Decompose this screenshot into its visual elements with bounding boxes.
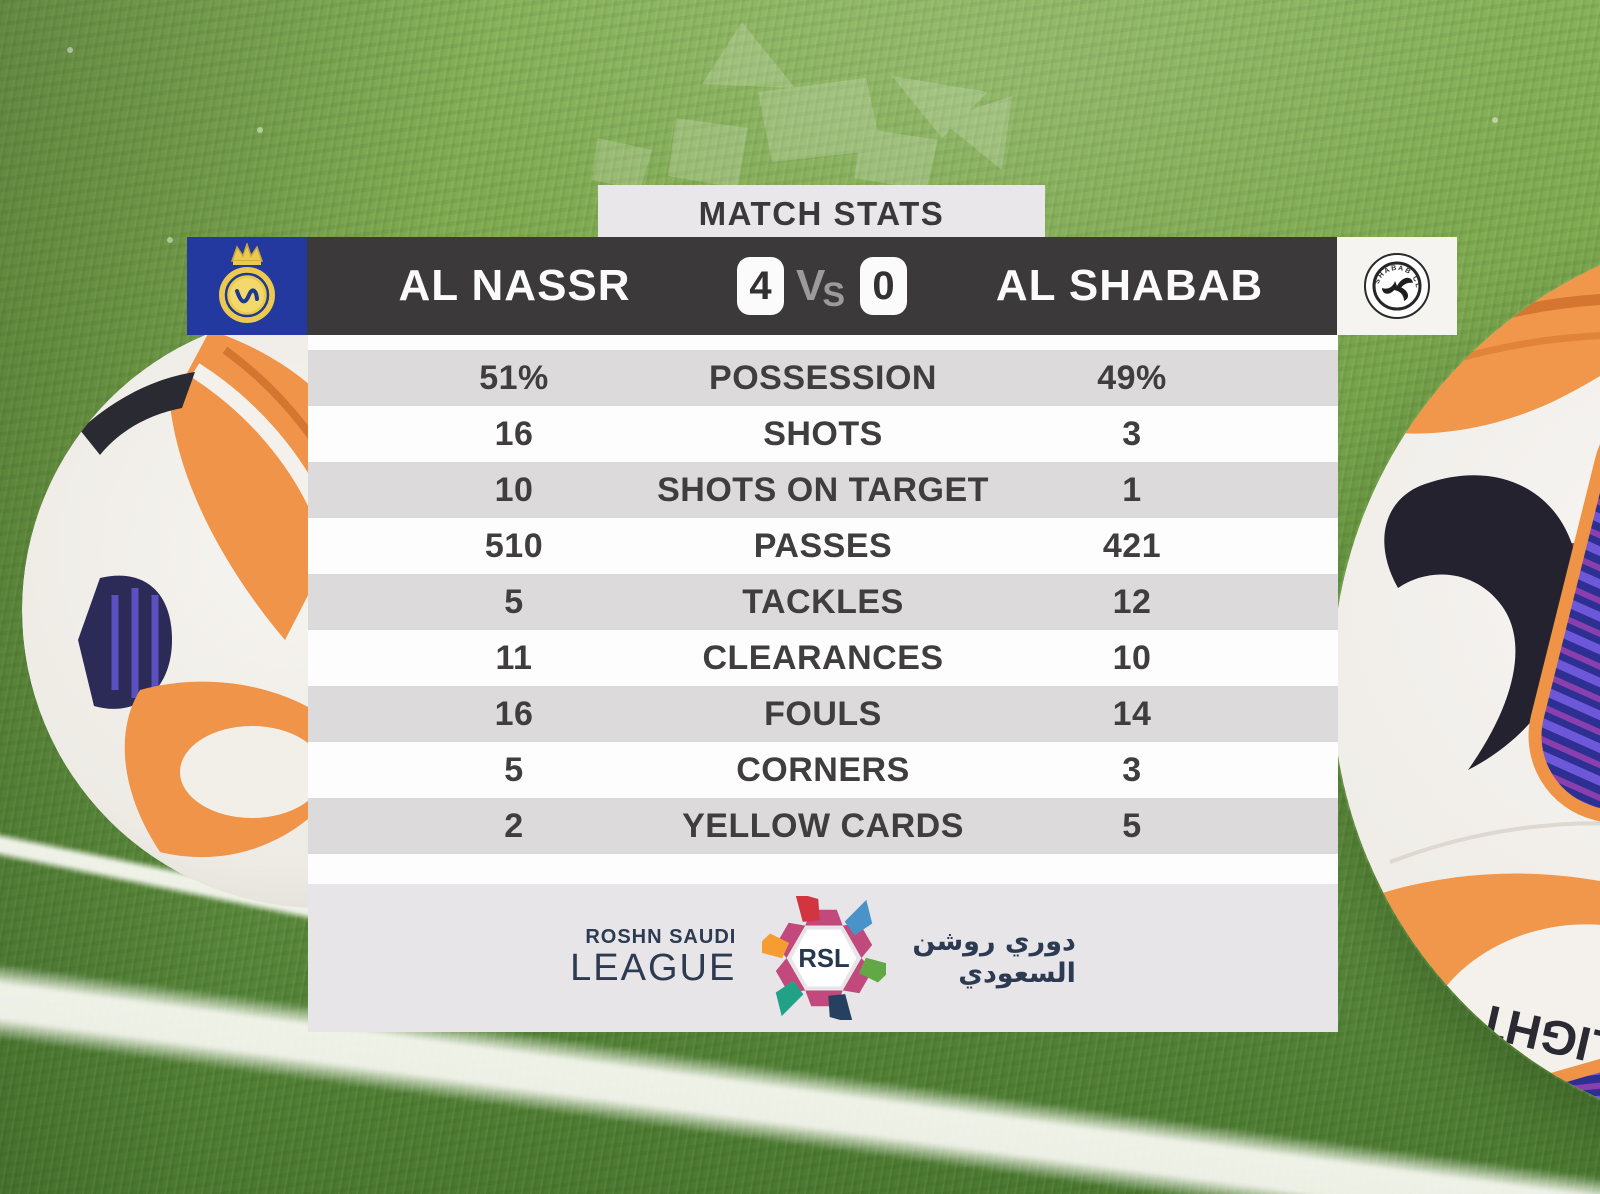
stat-row-shots: 16 SHOTS 3 [308,406,1338,462]
away-stat-value: 1 [1122,470,1142,509]
stat-label: POSSESSION [709,358,937,397]
stat-label: PASSES [753,526,893,565]
match-stats-title-bar: MATCH STATS [598,185,1045,243]
page-title: MATCH STATS [698,195,945,232]
league-name-english: ROSHN SAUDI LEAGUE [570,926,737,989]
stat-row-possession: 51% POSSESSION 49% [308,350,1338,406]
al-nassr-logo [187,237,307,335]
stat-row-yellow-cards: 2 YELLOW CARDS 5 [308,798,1338,854]
league-name-arabic: دوري روشن السعودي [912,925,1076,989]
stat-row-tackles: 5 TACKLES 12 [308,574,1338,630]
stat-label: CLEARANCES [702,638,944,677]
away-team-name: AL SHABAB [995,261,1264,310]
stats-panel: 51% POSSESSION 49% 16 SHOTS 3 10 SHOTS O… [308,335,1338,1032]
home-stat-value: 510 [484,526,544,565]
home-stat-value: 11 [495,638,533,677]
away-stat-value: 49% [1097,358,1167,397]
away-score: 0 [860,257,908,315]
away-stat-value: 14 [1112,694,1152,733]
stat-label: CORNERS [736,750,910,789]
stat-row-passes: 510 PASSES 421 [308,518,1338,574]
away-stat-value: 421 [1102,526,1162,565]
home-stat-value: 10 [494,470,534,509]
score-cluster: 4 V S 0 [722,237,922,335]
stat-row-shots-on-target: 10 SHOTS ON TARGET 1 [308,462,1338,518]
league-footer: ROSHN SAUDI LEAGUE [308,884,1338,1032]
home-stat-value: 16 [494,694,534,733]
home-score: 4 [736,257,784,315]
stat-label: SHOTS [763,414,883,453]
stat-label: FOULS [764,694,882,733]
home-stat-value: 16 [494,414,534,453]
stat-label: YELLOW CARDS [682,806,964,845]
al-nassr-crest-icon [219,243,275,323]
scoreboard-bar: AL NASSR 4 V S 0 AL SHABAB SHABAB CLUB [187,237,1457,335]
stat-label: TACKLES [742,582,904,621]
away-stat-value: 12 [1112,582,1152,621]
vs-label: V S [795,261,846,314]
home-stat-value: 5 [504,750,524,789]
stat-row-corners: 5 CORNERS 3 [308,742,1338,798]
stat-row-clearances: 11 CLEARANCES 10 [308,630,1338,686]
away-stat-value: 3 [1122,750,1142,789]
stats-rows: 51% POSSESSION 49% 16 SHOTS 3 10 SHOTS O… [308,335,1338,854]
home-stat-value: 51% [479,358,549,397]
home-stat-value: 5 [504,582,524,621]
away-stat-value: 10 [1112,638,1152,677]
stat-label: SHOTS ON TARGET [657,470,989,509]
rsl-league-logo: RSL [762,896,887,1020]
home-team-name: AL NASSR [398,261,631,310]
away-stat-value: 3 [1122,414,1142,453]
rsl-logo-text: RSL [799,945,850,973]
stat-row-fouls: 16 FOULS 14 [308,686,1338,742]
al-shabab-crest-icon: SHABAB CLUB [1349,243,1430,319]
al-shabab-logo: SHABAB CLUB [1337,237,1457,335]
home-stat-value: 2 [504,806,524,845]
away-stat-value: 5 [1122,806,1142,845]
